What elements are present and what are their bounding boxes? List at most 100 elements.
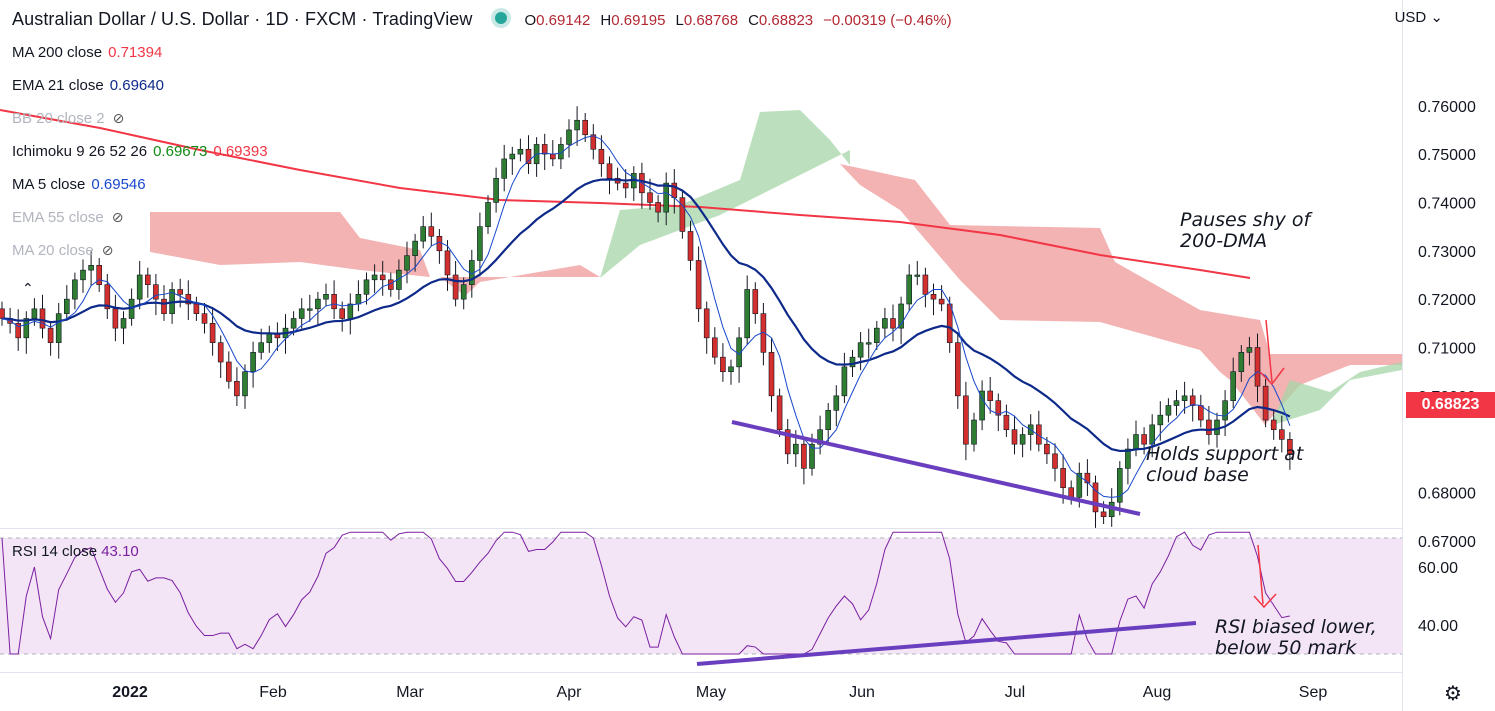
- candle-down: [541, 144, 548, 155]
- last-price-label: 0.68823: [1406, 392, 1495, 418]
- candle-up: [460, 284, 467, 300]
- symbol-title[interactable]: Australian Dollar / U.S. Dollar · 1D · F…: [12, 9, 473, 29]
- ohlc-values: O0.69142 H0.69195 L0.68768 C0.68823 −0.00319…: [525, 12, 962, 29]
- candle-down: [15, 323, 21, 339]
- collapse-legend-icon[interactable]: ⌃: [22, 280, 34, 296]
- candle-down: [96, 265, 102, 285]
- candle-up: [1117, 468, 1123, 503]
- candle-down: [995, 400, 1002, 416]
- candle-down: [1100, 511, 1107, 518]
- candle-up: [1125, 448, 1131, 469]
- candle-down: [234, 381, 240, 397]
- candle-down: [1287, 439, 1293, 455]
- candle-up: [404, 255, 410, 271]
- indicator-legend-item[interactable]: MA 200 close 0.71394: [12, 44, 162, 61]
- indicator-legend-item[interactable]: MA 20 close ⊘: [12, 242, 113, 259]
- rsi-label: RSI 14 close: [12, 543, 98, 560]
- ichimoku-cloud-bear: [840, 164, 1402, 425]
- candle-up: [31, 308, 38, 319]
- candle-down: [217, 342, 224, 363]
- ohlc-value: 0.69142: [536, 12, 591, 29]
- candle-up: [1214, 419, 1220, 435]
- candle-up: [509, 153, 516, 160]
- candle-down: [153, 284, 159, 300]
- candle-up: [323, 294, 329, 300]
- candle-up: [1173, 400, 1180, 406]
- price-axis-tick: 0.71000: [1418, 341, 1476, 358]
- candle-up: [120, 318, 127, 329]
- rsi-value: 43.10: [101, 543, 139, 560]
- rsi-band: [0, 538, 1402, 654]
- chart-header: Australian Dollar / U.S. Dollar · 1D · F…: [12, 9, 962, 30]
- down-arrow: [1265, 319, 1273, 383]
- candle-up: [979, 390, 985, 421]
- indicator-value: 0.69673: [153, 143, 208, 160]
- candle-down: [1198, 405, 1204, 421]
- candle-down: [582, 119, 589, 136]
- candle-down: [963, 395, 969, 445]
- time-axis-tick: Feb: [259, 684, 287, 701]
- candle-up: [857, 342, 864, 358]
- candle-up: [250, 352, 256, 372]
- ohlc-key: L: [675, 12, 684, 29]
- candle-up: [477, 226, 483, 261]
- candle-up: [1246, 347, 1253, 353]
- rsi-legend[interactable]: RSI 14 close 43.10: [12, 543, 139, 560]
- indicator-legend-item[interactable]: BB 20 close 2 ⊘: [12, 110, 124, 127]
- candle-up: [64, 298, 70, 314]
- support-trendline: [731, 420, 1141, 516]
- candle-up: [914, 274, 921, 277]
- time-axis-tick: Jun: [849, 684, 875, 701]
- candle-up: [1238, 352, 1245, 372]
- ichimoku-cloud-bull: [1270, 362, 1402, 426]
- rsi-trendline: [696, 621, 1197, 666]
- candle-up: [1019, 434, 1026, 445]
- indicator-legend-item[interactable]: EMA 21 close 0.69640: [12, 77, 164, 94]
- candle-down: [1206, 419, 1212, 435]
- time-axis-tick: Mar: [396, 684, 424, 701]
- candle-down: [695, 260, 702, 310]
- candle-down: [436, 235, 443, 252]
- candle-up: [1165, 405, 1172, 416]
- time-axis-tick: Jul: [1005, 684, 1025, 701]
- candle-down: [145, 274, 151, 285]
- time-axis-tick: Sep: [1299, 684, 1328, 701]
- indicator-legend-item[interactable]: EMA 55 close ⊘: [12, 209, 123, 226]
- candle-up: [817, 429, 823, 445]
- indicator-legend-item[interactable]: MA 5 close 0.69546: [12, 176, 146, 193]
- eye-crossed-icon[interactable]: ⊘: [111, 209, 124, 225]
- price-axis-tick: 0.73000: [1418, 244, 1476, 261]
- candle-down: [1044, 443, 1050, 455]
- candle-down: [679, 197, 686, 232]
- candle-down: [549, 153, 556, 160]
- currency-selector[interactable]: USD ⌄: [1395, 8, 1443, 26]
- candle-down: [201, 313, 208, 324]
- ichimoku-cloud-bull: [600, 110, 850, 278]
- currency-label: USD: [1394, 9, 1427, 26]
- rsi-down-arrow-head: [1253, 593, 1277, 609]
- price-axis-tick: 0.68000: [1418, 486, 1476, 503]
- candle-up: [1133, 434, 1139, 450]
- ohlc-value: 0.69195: [611, 12, 666, 29]
- candle-down: [112, 308, 119, 329]
- eye-crossed-icon[interactable]: ⊘: [112, 110, 125, 126]
- candle-up: [1157, 414, 1164, 426]
- eye-crossed-icon[interactable]: ⊘: [101, 242, 114, 258]
- settings-gear-icon[interactable]: ⚙: [1444, 683, 1462, 705]
- candle-down: [1052, 453, 1058, 469]
- candle-up: [574, 119, 580, 131]
- candle-up: [1076, 472, 1083, 498]
- candle-down: [193, 303, 200, 314]
- indicator-legend-item[interactable]: Ichimoku 9 26 52 26 0.69673 0.69393: [12, 143, 268, 160]
- candle-up: [873, 327, 880, 343]
- time-axis-tick: Apr: [557, 684, 583, 701]
- ohlc-value: 0.68768: [683, 12, 739, 29]
- candle-up: [371, 274, 378, 281]
- market-status-icon: [494, 12, 507, 24]
- candle-down: [1254, 347, 1261, 387]
- candle-down: [525, 148, 532, 165]
- candle-up: [809, 443, 815, 469]
- ichimoku-cloud-bear: [440, 265, 600, 296]
- candle-down: [1262, 385, 1269, 421]
